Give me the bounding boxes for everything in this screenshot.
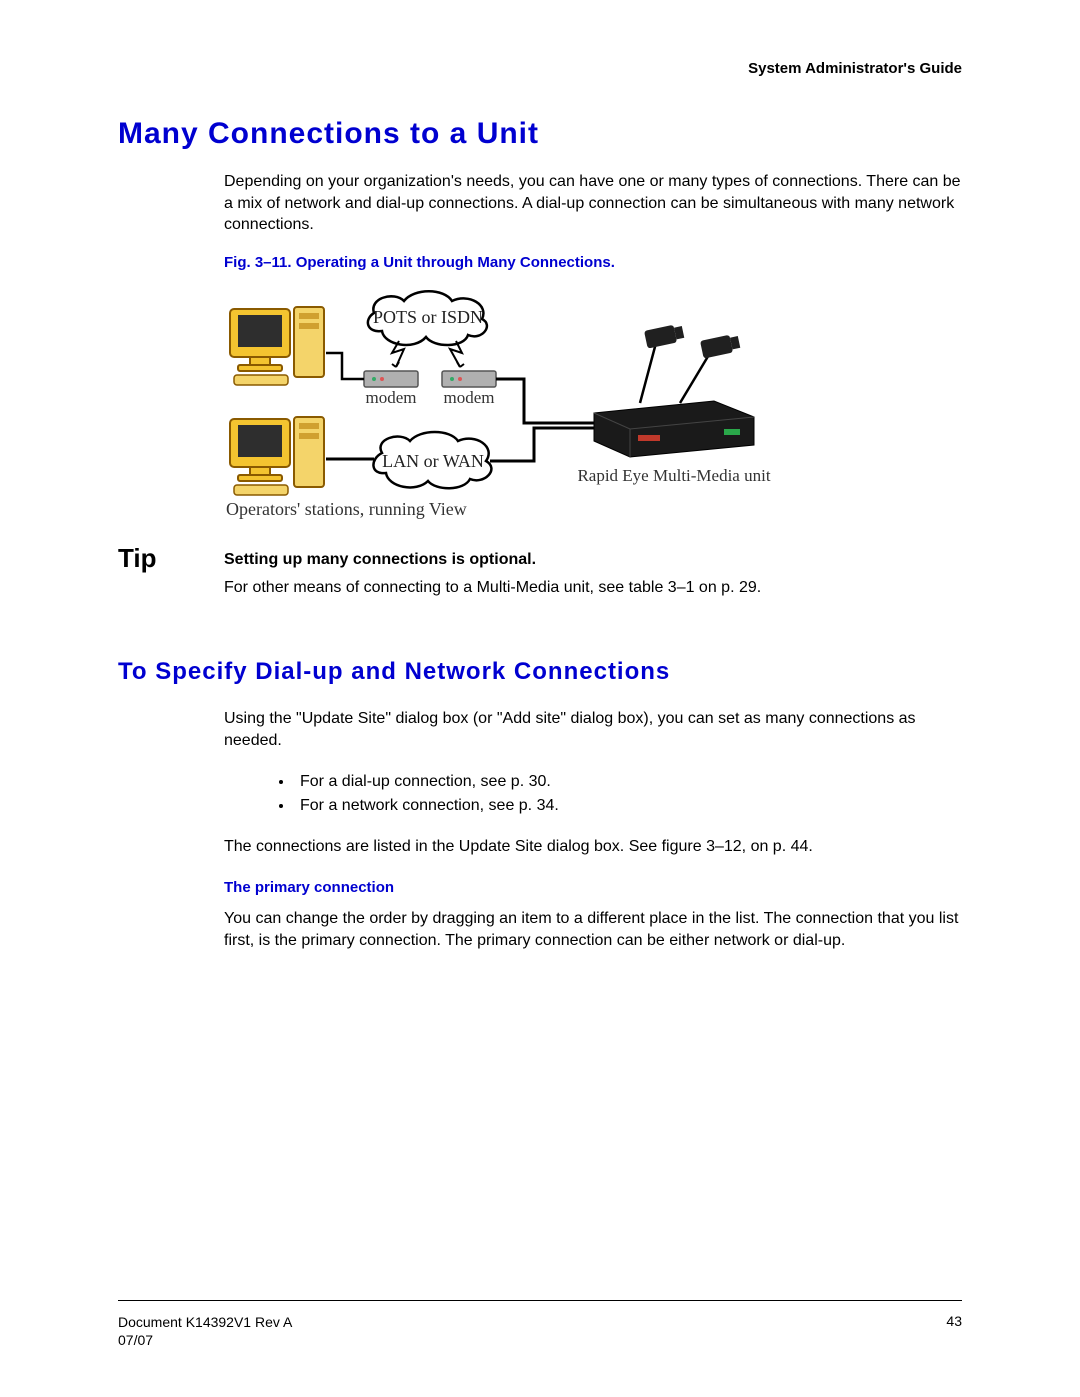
unit-label: Rapid Eye Multi-Media unit <box>577 466 770 485</box>
footer-rule <box>118 1300 962 1301</box>
tip-text: For other means of connecting to a Multi… <box>224 577 962 599</box>
operators-label: Operators' stations, running View <box>226 499 467 519</box>
pots-cloud-icon: POTS or ISDN <box>368 291 487 345</box>
section2-title: To Specify Dial-up and Network Connectio… <box>118 658 962 686</box>
section1-title: Many Connections to a Unit <box>118 117 962 151</box>
computer-top-icon <box>230 307 324 385</box>
multimedia-unit-icon: Rapid Eye Multi-Media unit <box>577 401 770 485</box>
page-footer: Document K14392V1 Rev A 07/07 43 <box>118 1300 962 1349</box>
section1-intro: Depending on your organization's needs, … <box>224 171 962 236</box>
modem2-icon: modem <box>442 371 496 407</box>
wire-lan-unit <box>490 428 594 461</box>
footer-date: 07/07 <box>118 1331 292 1349</box>
section2-after-list: The connections are listed in the Update… <box>224 836 962 858</box>
pots-label: POTS or ISDN <box>373 307 483 327</box>
list-item: For a network connection, see p. 34. <box>294 794 962 818</box>
computer-bottom-icon <box>230 417 324 495</box>
header-guide-title: System Administrator's Guide <box>118 60 962 77</box>
footer-doc: Document K14392V1 Rev A <box>118 1313 292 1331</box>
tip-bold-text: Setting up many connections is optional. <box>224 543 962 569</box>
primary-connection-heading: The primary connection <box>224 879 962 896</box>
modem1-icon: modem <box>364 371 418 407</box>
tip-label: Tip <box>118 543 224 574</box>
figure-caption: Fig. 3–11. Operating a Unit through Many… <box>224 254 962 271</box>
modem1-label: modem <box>366 388 417 407</box>
list-item: For a dial-up connection, see p. 30. <box>294 770 962 794</box>
lan-label: LAN or WAN <box>382 451 484 471</box>
section2-bullets: For a dial-up connection, see p. 30. For… <box>294 770 962 818</box>
wire-top <box>326 353 364 379</box>
lan-cloud-icon: LAN or WAN <box>373 432 491 488</box>
camera2-icon <box>680 333 741 403</box>
section2-intro: Using the "Update Site" dialog box (or "… <box>224 708 962 751</box>
footer-page-number: 43 <box>946 1313 962 1349</box>
wire-modem-unit <box>496 379 594 423</box>
modem2-label: modem <box>444 388 495 407</box>
primary-connection-text: You can change the order by dragging an … <box>224 908 962 951</box>
camera1-icon <box>640 323 685 403</box>
figure-diagram: POTS or ISDN modem m <box>224 283 794 523</box>
